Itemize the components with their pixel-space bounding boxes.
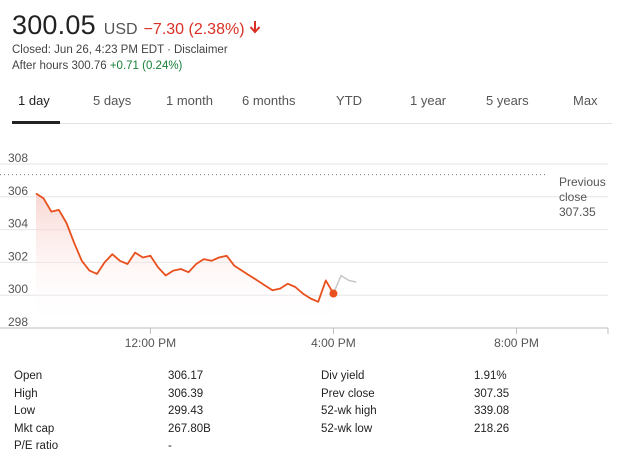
closed-time: Closed: Jun 26, 4:23 PM EDT [12,44,165,56]
stat-label: Prev close [321,387,375,400]
y-tick-label: 302 [8,249,28,263]
stat-value: 299.43 [168,405,204,417]
stats-right-column: Div yield 1.91% Prev close 307.35 52-wk … [321,370,611,440]
stat-value: 307.35 [474,387,510,400]
price-change: −7.30 (2.38%) [143,21,245,38]
stat-row-pe-ratio: P/E ratio - [14,440,314,458]
tab-1-month[interactable]: 1 month [166,93,213,108]
previous-close-annotation: Previous close 307.35 [559,175,606,220]
stat-label: Low [14,405,36,417]
tab-6-months[interactable]: 6 months [242,93,295,108]
tab-label: 6 months [242,93,296,108]
stat-label: Open [14,370,43,382]
price-chart-svg: 308 306 304 302 300 298 12:00 PM 4:00 PM 8:00 PM [0,151,609,350]
stat-label: Div yield [321,370,365,382]
prev-close-label-1: Previous [559,175,606,189]
stat-value: 339.08 [474,405,510,417]
y-tick-label: 304 [8,217,28,231]
after-hours-price: After hours 300.76 [12,60,107,72]
tab-5-years[interactable]: 5 years [486,93,529,108]
tab-label: 5 days [93,93,132,108]
tab-1-year[interactable]: 1 year [410,93,446,108]
y-tick-label: 308 [8,151,28,165]
stat-row-div-yield: Div yield 1.91% [321,370,611,388]
stat-label: High [14,387,38,400]
range-tabs: 1 day 5 days 1 month 6 months YTD 1 year… [12,84,612,124]
stat-value: 306.17 [168,370,204,382]
x-tick-label: 8:00 PM [494,336,539,350]
stat-row-52wk-high: 52-wk high 339.08 [321,405,611,423]
y-tick-label: 300 [8,282,28,296]
tab-1-day[interactable]: 1 day [18,93,50,108]
stat-row-high: High 306.39 [14,388,314,406]
currency-label: USD [103,21,138,38]
stat-label: P/E ratio [14,440,59,452]
close-point-marker [329,289,338,298]
x-tick-label: 4:00 PM [311,336,356,350]
tab-label: 1 month [166,93,213,108]
price-chart[interactable]: 308 306 304 302 300 298 12:00 PM 4:00 PM 8:00 PM [0,150,620,355]
disclaimer-link[interactable]: Disclaimer [173,44,228,56]
tab-label: 5 years [486,93,529,108]
quote-header: 300.05 USD −7.30 (2.38%) Closed: Jun 26,… [12,10,612,74]
separator: · [167,44,171,56]
price-area-fill [36,193,334,328]
current-price: 300.05 [12,10,96,40]
tab-ytd[interactable]: YTD [336,93,362,108]
stat-value: - [168,440,172,452]
stat-value: 218.26 [474,422,510,435]
active-tab-indicator [12,121,60,124]
stat-row-low: Low 299.43 [14,405,314,423]
stat-label: 52-wk high [321,405,377,417]
stat-row-52wk-low: 52-wk low 218.26 [321,423,611,441]
tab-label: Max [573,93,598,108]
tab-label: 1 year [410,93,447,108]
prev-close-value: 307.35 [559,205,596,219]
stat-row-prev-close: Prev close 307.35 [321,388,611,406]
stat-value: 267.80B [168,422,211,435]
x-tick-label: 12:00 PM [125,336,176,350]
stat-row-mkt-cap: Mkt cap 267.80B [14,423,314,441]
stat-value: 306.39 [168,387,204,400]
after-hours-line [332,274,357,294]
stats-left-column: Open 306.17 High 306.39 Low 299.43 Mkt c… [14,370,314,458]
stat-label: Mkt cap [14,422,55,435]
arrow-down-icon [249,21,260,34]
stat-value: 1.91% [474,370,507,382]
closed-line: Closed: Jun 26, 4:23 PM EDT · Disclaimer [12,42,612,58]
tab-5-days[interactable]: 5 days [93,93,131,108]
tab-label: YTD [336,93,362,108]
after-hours-line: After hours 300.76 +0.71 (0.24%) [12,58,612,74]
y-tick-label: 306 [8,184,28,198]
y-tick-label: 298 [8,315,28,329]
tab-label: 1 day [18,93,50,108]
price-line [35,192,335,303]
after-hours-change: +0.71 (0.24%) [109,60,183,72]
tab-max[interactable]: Max [573,93,598,108]
prev-close-label-2: close [559,190,588,204]
stat-label: 52-wk low [321,422,373,435]
price-row: 300.05 USD −7.30 (2.38%) [12,10,612,42]
stat-row-open: Open 306.17 [14,370,314,388]
